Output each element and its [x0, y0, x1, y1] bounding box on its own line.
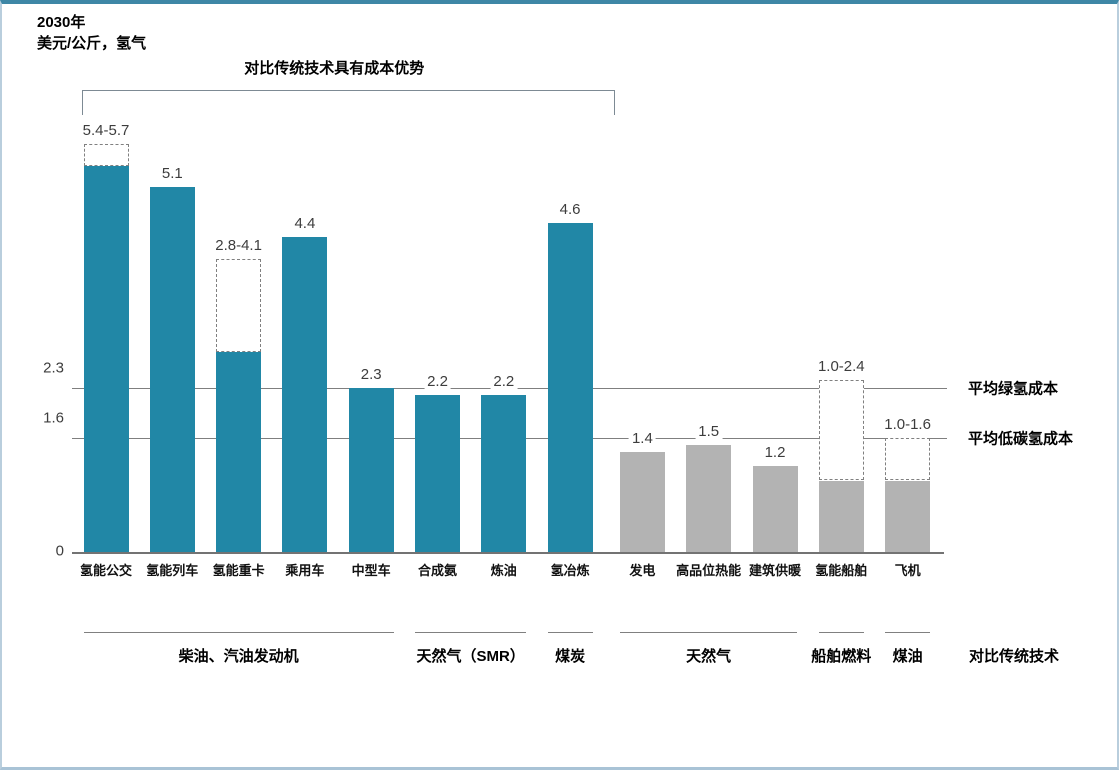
comparison-technology-row-label: 对比传统技术: [969, 648, 1060, 665]
category-label: 氢能公交: [79, 563, 133, 578]
comparison-group-underline: [619, 632, 798, 633]
y-axis-tick-label: 2.3: [43, 359, 64, 377]
comparison-group-underline: [885, 632, 931, 633]
y-axis-tick-label: 1.6: [43, 409, 64, 427]
comparison-group-label: 天然气: [686, 648, 732, 665]
bar-value-label: 1.4: [628, 429, 656, 448]
bar-value-label: 1.0-1.6: [881, 415, 934, 434]
category-label: 乘用车: [285, 563, 325, 578]
category-label: 飞机: [894, 563, 921, 578]
comparison-group-underline: [415, 632, 527, 633]
comparison-group-label: 柴油、汽油发动机: [178, 648, 299, 665]
bar-value-label: 5.4-5.7: [79, 122, 133, 141]
reference-line-label: 平均绿氢成本: [968, 380, 1059, 398]
chart-title-year: 2030年: [37, 14, 86, 31]
x-axis-baseline: [72, 552, 944, 554]
bar-range-box: [83, 144, 129, 166]
bar-value-label: 2.2: [490, 372, 518, 391]
bar: [818, 480, 864, 552]
bar: [415, 394, 460, 552]
comparison-group-underline: [547, 632, 593, 633]
comparison-group-label: 煤油: [892, 648, 923, 665]
comparison-group-label: 船舶燃料: [811, 648, 872, 665]
bar: [481, 394, 527, 552]
cost-advantage-bracket-label: 对比传统技术具有成本优势: [244, 60, 425, 77]
category-label: 氢能重卡: [212, 563, 265, 578]
category-label: 炼油: [490, 563, 517, 578]
category-label: 高品位热能: [676, 563, 742, 578]
bar-value-label: 4.4: [291, 215, 319, 234]
bar-range-box: [818, 380, 864, 481]
chart-unit-label: 美元/公斤，氢气: [37, 35, 147, 52]
bar-value-label: 2.3: [357, 365, 385, 384]
bar-value-label: 1.0-2.4: [814, 358, 868, 377]
bar-value-label: 5.1: [158, 165, 186, 184]
category-label: 发电: [629, 563, 656, 578]
reference-line-label: 平均低碳氢成本: [968, 430, 1074, 448]
category-label: 合成氨: [417, 563, 458, 578]
category-label: 中型车: [351, 563, 391, 578]
bar: [686, 444, 732, 552]
comparison-group-underline: [83, 632, 394, 633]
bar: [282, 237, 328, 552]
bar: [216, 351, 262, 552]
category-label: 氢能船舶: [815, 563, 868, 578]
bar-value-label: 1.2: [761, 444, 789, 463]
comparison-group-label: 煤炭: [555, 648, 586, 665]
bar-range-box: [216, 258, 262, 352]
bar-chart: 平均绿氢成本 2.3 平均低碳氢成本 1.6 0 5.4-5.7 氢能公交 5.1 氢能列车 2.…: [2, 4, 1117, 767]
comparison-group-underline: [818, 632, 864, 633]
category-label: 建筑供暖: [748, 563, 802, 578]
comparison-group-label: 天然气（SMR）: [416, 648, 525, 665]
bar: [752, 466, 798, 552]
y-axis-tick-label: 0: [55, 542, 64, 560]
category-label: 氢冶炼: [550, 563, 590, 578]
bar: [149, 187, 195, 552]
bar: [885, 480, 931, 552]
category-label: 氢能列车: [146, 563, 199, 578]
bar-range-box: [885, 437, 931, 481]
bar-value-label: 1.5: [695, 422, 723, 441]
cost-advantage-bracket: [82, 90, 615, 115]
bar: [83, 165, 129, 552]
bar-value-label: 2.8-4.1: [212, 236, 265, 255]
bar-value-label: 2.2: [424, 372, 451, 391]
chart-title: 2030年 美元/公斤，氢气: [37, 12, 146, 54]
bar: [348, 387, 394, 552]
bar: [547, 223, 593, 552]
bar: [619, 451, 665, 552]
bar-value-label: 4.6: [556, 201, 584, 220]
